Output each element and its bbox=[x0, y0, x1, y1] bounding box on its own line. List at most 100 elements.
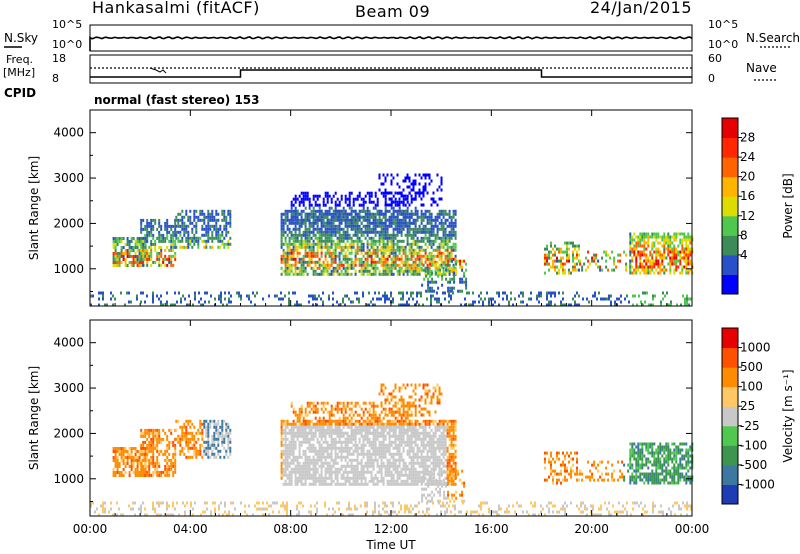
power-cell bbox=[344, 260, 347, 264]
power-cell bbox=[390, 182, 393, 186]
power-cell bbox=[386, 294, 388, 298]
power-cell bbox=[330, 197, 333, 201]
power-cell bbox=[402, 215, 405, 219]
power-cell bbox=[364, 251, 367, 255]
power-cell bbox=[451, 286, 454, 290]
power-cell bbox=[112, 294, 114, 298]
power-cell bbox=[326, 251, 329, 255]
velocity-cell bbox=[156, 434, 159, 438]
velocity-cell bbox=[404, 461, 407, 465]
power-cell bbox=[400, 209, 403, 213]
power-cell bbox=[655, 259, 658, 263]
power-cell bbox=[294, 194, 297, 198]
power-cell bbox=[382, 269, 385, 273]
velocity-cell bbox=[334, 443, 337, 447]
velocity-cell bbox=[306, 437, 309, 441]
velocity-cell bbox=[140, 473, 143, 477]
power-cell bbox=[400, 245, 403, 249]
velocity-cell bbox=[130, 468, 133, 471]
velocity-cell bbox=[304, 434, 307, 438]
velocity-cell bbox=[227, 443, 230, 447]
power-cell bbox=[448, 245, 451, 249]
velocity-cell bbox=[382, 434, 385, 438]
power-cell bbox=[617, 259, 620, 263]
velocity-cell bbox=[292, 437, 295, 441]
velocity-cell bbox=[306, 458, 309, 462]
power-cell bbox=[550, 244, 552, 248]
power-cell bbox=[360, 209, 363, 213]
power-cell bbox=[199, 236, 202, 240]
power-cell bbox=[181, 218, 184, 222]
velocity-cell bbox=[362, 473, 365, 477]
power-cell bbox=[671, 250, 674, 254]
power-cell bbox=[362, 245, 365, 249]
power-cell bbox=[635, 265, 638, 269]
power-cell bbox=[340, 233, 343, 237]
power-cell bbox=[394, 221, 397, 225]
velocity-cell bbox=[420, 431, 423, 435]
power-cell bbox=[386, 272, 389, 276]
velocity-cell bbox=[172, 473, 175, 477]
velocity-cell bbox=[162, 452, 165, 456]
power-cell bbox=[454, 221, 457, 225]
velocity-cell bbox=[142, 431, 145, 435]
power-cell bbox=[400, 239, 403, 243]
velocity-cell bbox=[412, 470, 415, 474]
power-cell bbox=[348, 221, 351, 225]
power-cell bbox=[382, 191, 385, 195]
power-cell bbox=[392, 239, 395, 243]
power-cell bbox=[574, 300, 576, 304]
power-cell bbox=[114, 237, 117, 240]
velocity-cell bbox=[290, 452, 293, 456]
power-cell bbox=[124, 261, 127, 264]
power-cell bbox=[356, 230, 359, 234]
power-cell bbox=[451, 289, 454, 293]
power-cell bbox=[201, 233, 204, 237]
power-cell bbox=[220, 297, 222, 301]
power-cell bbox=[420, 236, 423, 240]
power-cell bbox=[298, 242, 301, 246]
power-cell bbox=[185, 230, 188, 234]
velocity-cell bbox=[408, 470, 411, 474]
velocity-cell bbox=[152, 473, 155, 477]
power-cell bbox=[152, 224, 155, 228]
power-cell bbox=[432, 224, 435, 228]
velocity-cell bbox=[174, 455, 177, 459]
power-cell bbox=[386, 230, 389, 234]
power-cell bbox=[570, 241, 572, 245]
power-cell bbox=[227, 242, 230, 246]
velocity-cell bbox=[308, 431, 311, 435]
power-cell bbox=[340, 209, 343, 213]
power-cell bbox=[408, 266, 411, 270]
velocity-cell bbox=[292, 446, 295, 450]
power-cell bbox=[144, 254, 147, 258]
power-cell bbox=[653, 271, 656, 275]
power-cell bbox=[566, 244, 568, 248]
velocity-cell bbox=[292, 467, 295, 471]
power-cell bbox=[223, 242, 226, 246]
power-cell bbox=[424, 242, 427, 246]
power-cell bbox=[288, 303, 290, 307]
velocity-cell bbox=[136, 462, 139, 465]
power-cell bbox=[679, 259, 682, 263]
power-cell bbox=[653, 259, 656, 263]
power-cell bbox=[318, 203, 321, 207]
power-cell bbox=[352, 263, 355, 267]
power-cell bbox=[288, 257, 291, 261]
velocity-cell bbox=[203, 440, 206, 444]
power-cell bbox=[508, 300, 510, 304]
velocity-cell bbox=[410, 458, 413, 462]
power-cell bbox=[677, 244, 680, 248]
velocity-cell bbox=[179, 449, 182, 453]
power-cell bbox=[158, 260, 161, 264]
velocity-cell bbox=[406, 443, 409, 447]
power-cell bbox=[554, 303, 556, 307]
power-cell bbox=[352, 233, 355, 237]
power-cell bbox=[104, 303, 106, 307]
power-cell bbox=[382, 236, 385, 240]
power-cell bbox=[282, 297, 284, 301]
power-cell bbox=[298, 218, 301, 222]
velocity-cell bbox=[286, 473, 289, 477]
power-cell bbox=[187, 236, 190, 240]
power-cell bbox=[308, 227, 311, 231]
